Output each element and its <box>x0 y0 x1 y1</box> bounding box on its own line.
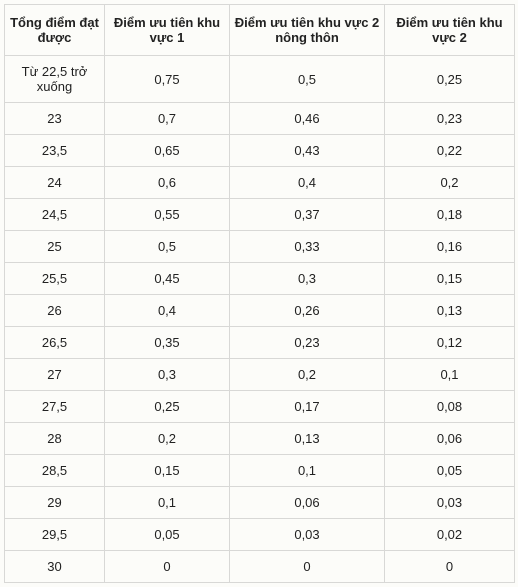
table-cell: 0,75 <box>105 56 230 103</box>
table-cell: 0,22 <box>385 135 515 167</box>
table-cell: 0,23 <box>230 327 385 359</box>
table-cell: 0,13 <box>385 295 515 327</box>
table-cell: 0,3 <box>105 359 230 391</box>
table-cell: 0,16 <box>385 231 515 263</box>
table-cell: 24 <box>5 167 105 199</box>
table-row: Từ 22,5 trở xuống0,750,50,25 <box>5 56 515 103</box>
table-cell: 29,5 <box>5 519 105 551</box>
table-cell: 0,5 <box>230 56 385 103</box>
table-cell: 0,33 <box>230 231 385 263</box>
table-cell: 0,26 <box>230 295 385 327</box>
table-cell: 0,03 <box>230 519 385 551</box>
table-cell: 25,5 <box>5 263 105 295</box>
table-cell: 0,37 <box>230 199 385 231</box>
table-cell: 29 <box>5 487 105 519</box>
table-cell: 0,02 <box>385 519 515 551</box>
table-cell: 0,15 <box>105 455 230 487</box>
table-cell: 0,05 <box>105 519 230 551</box>
table-cell: 0,2 <box>105 423 230 455</box>
table-cell: 0 <box>385 551 515 583</box>
table-cell: 0,55 <box>105 199 230 231</box>
table-row: 230,70,460,23 <box>5 103 515 135</box>
table-row: 23,50,650,430,22 <box>5 135 515 167</box>
table-cell: 0,4 <box>230 167 385 199</box>
table-cell: 0,2 <box>385 167 515 199</box>
table-cell: 30 <box>5 551 105 583</box>
table-cell: 27 <box>5 359 105 391</box>
table-cell: 26 <box>5 295 105 327</box>
table-row: 25,50,450,30,15 <box>5 263 515 295</box>
table-cell: 0,1 <box>105 487 230 519</box>
table-body: Từ 22,5 trở xuống0,750,50,25230,70,460,2… <box>5 56 515 583</box>
table-row: 27,50,250,170,08 <box>5 391 515 423</box>
table-row: 24,50,550,370,18 <box>5 199 515 231</box>
table-cell: 0,3 <box>230 263 385 295</box>
table-header: Tổng điểm đạt được Điểm ưu tiên khu vực … <box>5 5 515 56</box>
col-header-region-2-rural: Điểm ưu tiên khu vực 2 nông thôn <box>230 5 385 56</box>
table-cell: 0,08 <box>385 391 515 423</box>
table-row: 290,10,060,03 <box>5 487 515 519</box>
table-cell: 0,25 <box>385 56 515 103</box>
table-cell: 0,06 <box>385 423 515 455</box>
table-cell: 26,5 <box>5 327 105 359</box>
table-cell: 25 <box>5 231 105 263</box>
table-row: 240,60,40,2 <box>5 167 515 199</box>
table-cell: 23,5 <box>5 135 105 167</box>
table-cell: 0,4 <box>105 295 230 327</box>
table-cell: 0,23 <box>385 103 515 135</box>
table-cell: 0,65 <box>105 135 230 167</box>
table-cell: 0,45 <box>105 263 230 295</box>
table-row: 30000 <box>5 551 515 583</box>
table-cell: 0,13 <box>230 423 385 455</box>
table-cell: 0,43 <box>230 135 385 167</box>
table-cell: 23 <box>5 103 105 135</box>
table-cell: 0,05 <box>385 455 515 487</box>
table-cell: 0,1 <box>385 359 515 391</box>
table-row: 29,50,050,030,02 <box>5 519 515 551</box>
table-cell: 0,7 <box>105 103 230 135</box>
table-row: 280,20,130,06 <box>5 423 515 455</box>
table-row: 26,50,350,230,12 <box>5 327 515 359</box>
table-row: 260,40,260,13 <box>5 295 515 327</box>
table-cell: 0,03 <box>385 487 515 519</box>
table-row: 270,30,20,1 <box>5 359 515 391</box>
table-cell: 28,5 <box>5 455 105 487</box>
table-cell: 0,25 <box>105 391 230 423</box>
table-cell: 0 <box>105 551 230 583</box>
table-row: 250,50,330,16 <box>5 231 515 263</box>
priority-score-table: Tổng điểm đạt được Điểm ưu tiên khu vực … <box>4 4 515 583</box>
table-cell: 0 <box>230 551 385 583</box>
table-cell: 24,5 <box>5 199 105 231</box>
table-cell: 0,35 <box>105 327 230 359</box>
table-cell: 0,06 <box>230 487 385 519</box>
table-cell: 28 <box>5 423 105 455</box>
col-header-region-1: Điểm ưu tiên khu vực 1 <box>105 5 230 56</box>
table-cell: Từ 22,5 trở xuống <box>5 56 105 103</box>
table-cell: 27,5 <box>5 391 105 423</box>
table-cell: 0,2 <box>230 359 385 391</box>
col-header-total-score: Tổng điểm đạt được <box>5 5 105 56</box>
table-cell: 0,1 <box>230 455 385 487</box>
table-cell: 0,18 <box>385 199 515 231</box>
col-header-region-2: Điểm ưu tiên khu vực 2 <box>385 5 515 56</box>
table-cell: 0,5 <box>105 231 230 263</box>
table-cell: 0,6 <box>105 167 230 199</box>
table-cell: 0,15 <box>385 263 515 295</box>
table-row: 28,50,150,10,05 <box>5 455 515 487</box>
table-cell: 0,17 <box>230 391 385 423</box>
table-cell: 0,46 <box>230 103 385 135</box>
table-cell: 0,12 <box>385 327 515 359</box>
